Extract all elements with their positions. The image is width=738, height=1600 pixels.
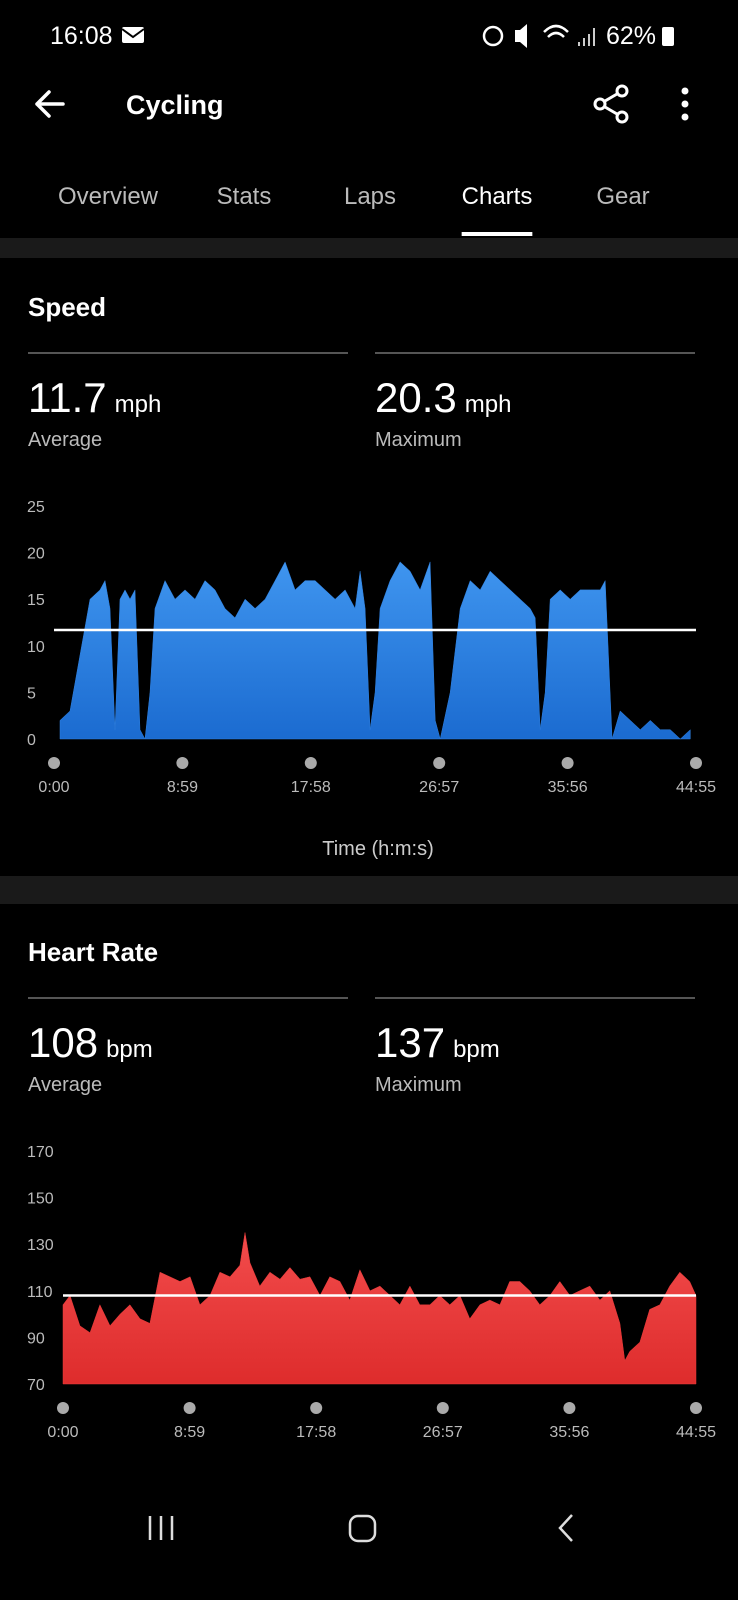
y-tick-label: 70 xyxy=(27,1377,45,1394)
status-time: 16:08 xyxy=(50,22,113,50)
y-tick-label: 15 xyxy=(27,592,45,609)
nav-back-button[interactable] xyxy=(558,1514,573,1542)
stat-unit: bpm xyxy=(106,1036,153,1063)
mute-icon xyxy=(515,24,527,48)
y-tick-label: 90 xyxy=(27,1330,45,1347)
y-tick-label: 170 xyxy=(27,1144,54,1161)
chart-title: Heart Rate xyxy=(28,937,158,967)
more-dot xyxy=(681,113,689,121)
stat-label: Average xyxy=(28,1074,102,1096)
x-tick-label: 8:59 xyxy=(174,1424,205,1441)
x-tick-label: 44:55 xyxy=(676,779,716,796)
stat-value: 137 bpm xyxy=(375,1019,500,1066)
x-tick-dot xyxy=(690,1402,702,1414)
share-lines xyxy=(604,92,618,116)
mail-icon xyxy=(122,27,144,43)
share-dot xyxy=(615,84,629,98)
area xyxy=(59,561,691,740)
stat-number: 11.7 xyxy=(28,374,107,421)
x-tick-dot xyxy=(310,1402,323,1414)
tab[interactable]: Overview xyxy=(58,183,159,210)
signal-icon xyxy=(578,28,595,46)
tab-bar: Overview Stats Laps Charts Gear xyxy=(58,183,650,236)
chart-title: Speed xyxy=(28,292,106,322)
stat-number: 137 xyxy=(375,1019,445,1066)
x-tick-label: 0:00 xyxy=(38,779,69,796)
share-dot xyxy=(615,110,629,124)
x-tick-label: 0:00 xyxy=(47,1424,78,1441)
stat-value: 20.3 mph xyxy=(375,374,511,421)
share-button[interactable] xyxy=(593,84,629,124)
wifi-icon xyxy=(543,24,569,38)
x-tick-dot xyxy=(304,757,317,769)
x-tick-label: 44:55 xyxy=(676,1424,716,1441)
x-tick-dot xyxy=(183,1402,196,1414)
x-tick-dot xyxy=(561,757,574,769)
y-tick-label: 110 xyxy=(27,1284,53,1301)
y-tick-label: 150 xyxy=(27,1191,54,1208)
y-tick-label: 25 xyxy=(27,499,45,516)
stat-value: 11.7 mph xyxy=(28,374,161,421)
battery-level: 62% xyxy=(606,22,656,50)
tab[interactable]: Charts xyxy=(462,183,533,210)
area xyxy=(62,1232,697,1385)
x-tick-label: 26:57 xyxy=(419,779,459,796)
y-tick-label: 0 xyxy=(27,732,36,749)
x-tick-label: 17:58 xyxy=(291,779,331,796)
back-button[interactable] xyxy=(35,90,65,118)
y-tick-label: 130 xyxy=(27,1237,54,1254)
y-tick-label: 5 xyxy=(27,685,36,702)
more-dot xyxy=(681,87,689,95)
x-tick-dot xyxy=(563,1402,576,1414)
stat-number: 108 xyxy=(28,1019,98,1066)
x-tick-dot xyxy=(690,757,702,769)
mail-icon-flap xyxy=(121,28,145,39)
alarm-icon xyxy=(482,25,504,47)
x-tick-label: 35:56 xyxy=(549,1424,589,1441)
more-dot xyxy=(681,100,689,108)
x-tick-label: 26:57 xyxy=(423,1424,463,1441)
stat-label: Average xyxy=(28,429,102,451)
x-tick-dot xyxy=(433,757,446,769)
section-divider xyxy=(0,876,738,904)
y-tick-label: 10 xyxy=(27,639,45,656)
battery-icon xyxy=(662,27,674,46)
stat-label: Maximum xyxy=(375,429,462,451)
tab-indicator xyxy=(461,232,533,236)
app-title: Cycling xyxy=(126,90,224,120)
stat-label: Maximum xyxy=(375,1074,462,1096)
x-tick-label: 35:56 xyxy=(548,779,588,796)
more-button[interactable] xyxy=(681,87,689,121)
x-tick-dot xyxy=(436,1402,449,1414)
x-tick-label: 17:58 xyxy=(296,1424,336,1441)
x-tick-dot xyxy=(57,1402,69,1414)
tab[interactable]: Stats xyxy=(217,183,272,210)
tab[interactable]: Laps xyxy=(344,183,396,210)
x-tick-label: 8:59 xyxy=(167,779,198,796)
stat-unit: bpm xyxy=(453,1036,500,1063)
x-axis-label: Time (h:m:s) xyxy=(322,838,433,860)
section-divider xyxy=(0,238,738,258)
x-tick-dot xyxy=(48,757,60,769)
x-tick-dot xyxy=(176,757,189,769)
share-dot xyxy=(593,97,607,111)
home-button[interactable] xyxy=(348,1514,377,1543)
stat-number: 20.3 xyxy=(375,374,457,421)
stat-unit: mph xyxy=(115,391,162,418)
recents-button[interactable] xyxy=(148,1516,174,1540)
y-tick-label: 20 xyxy=(27,546,45,563)
stat-unit: mph xyxy=(465,391,512,418)
tab[interactable]: Gear xyxy=(596,183,649,210)
stat-value: 108 bpm xyxy=(28,1019,153,1066)
